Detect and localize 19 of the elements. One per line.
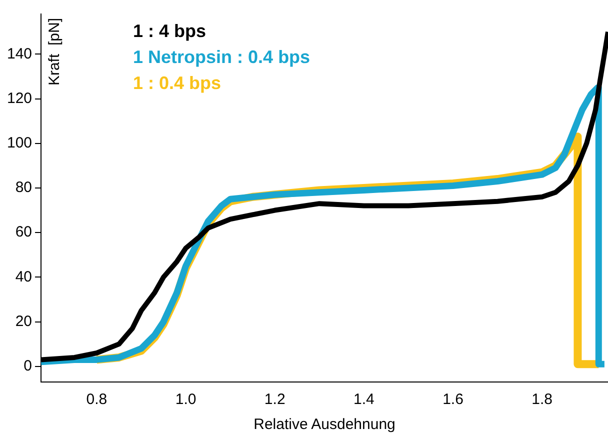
y-tick-label: 140 bbox=[6, 45, 32, 62]
x-tick-label: 1.2 bbox=[264, 391, 286, 408]
x-tick-label: 0.8 bbox=[86, 391, 108, 408]
x-tick-label: 1.6 bbox=[442, 391, 464, 408]
text: 1 : 4 bps bbox=[133, 20, 206, 41]
x-tick-label: 1.0 bbox=[175, 391, 196, 408]
y-tick-label: 40 bbox=[15, 268, 32, 286]
text: 1 Netropsin : 0.4 bps bbox=[133, 46, 310, 67]
x-tick-label: 1.4 bbox=[354, 391, 374, 408]
y-tick-label: 60 bbox=[15, 224, 32, 241]
y-tick-label: 100 bbox=[6, 134, 32, 152]
y-tick-label: 20 bbox=[15, 312, 32, 330]
y-tick-label: 120 bbox=[6, 90, 32, 107]
y-tick-label: 80 bbox=[15, 179, 32, 196]
text: 1 : 0.4 bps bbox=[133, 72, 222, 93]
x-tick-label: 1.8 bbox=[532, 391, 553, 408]
y-tick-label: 0 bbox=[24, 358, 32, 375]
x-axis-title: Relative Ausdehnung bbox=[254, 416, 396, 434]
y-axis-title: Kraft [pN] bbox=[46, 18, 64, 86]
